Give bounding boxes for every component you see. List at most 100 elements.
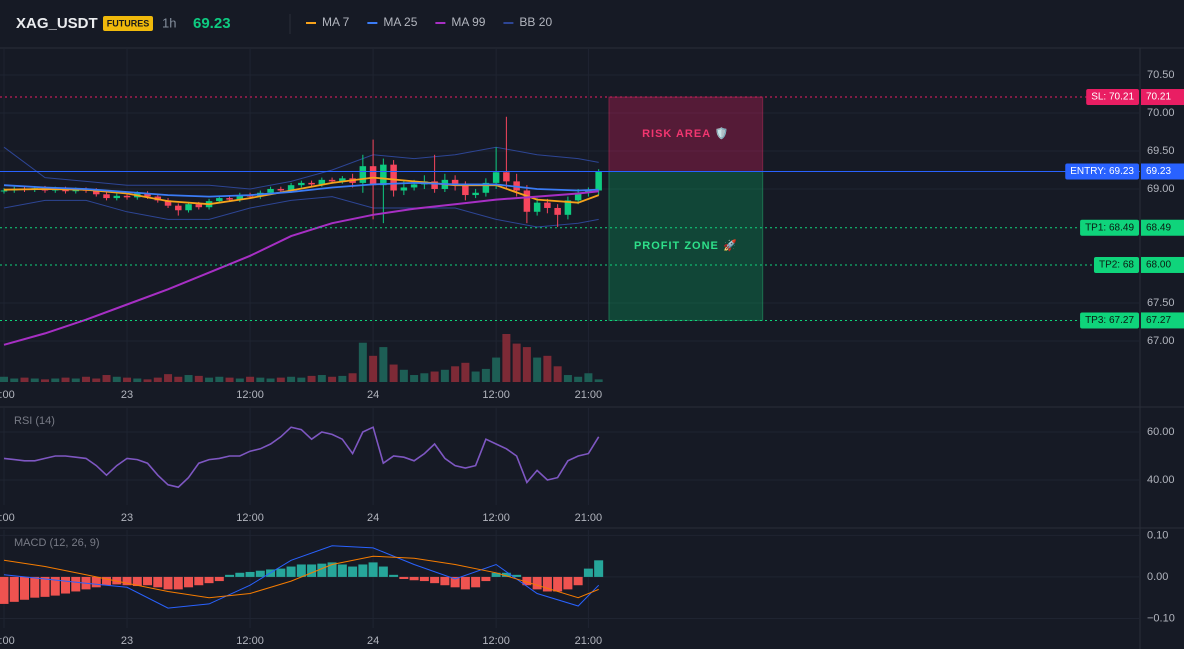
volume-bar xyxy=(348,373,357,382)
symbol: XAG_USDT xyxy=(16,15,98,32)
volume-bar xyxy=(71,378,80,382)
x-tick-label: 12:00 xyxy=(236,512,264,524)
volume-bar xyxy=(297,377,306,382)
macd-bar xyxy=(563,576,573,590)
volume-bar xyxy=(30,378,39,382)
candle-body xyxy=(103,194,110,199)
macd-bar xyxy=(225,574,235,577)
volume-bar xyxy=(430,371,439,382)
candle-body xyxy=(144,193,151,197)
macd-bar xyxy=(235,572,245,577)
candle-body xyxy=(236,195,244,200)
candle-body xyxy=(318,179,326,185)
volume-bar xyxy=(112,376,121,382)
candle-body xyxy=(533,202,541,212)
volume-bar xyxy=(246,376,255,382)
candle-body xyxy=(554,207,561,215)
macd-bar xyxy=(317,563,327,577)
macd-bar xyxy=(440,576,450,586)
volume-bar xyxy=(20,377,29,382)
macd-bar xyxy=(522,576,532,586)
macd-bar xyxy=(491,572,501,577)
macd-bar xyxy=(594,560,604,577)
level-label: ENTRY: 69.23 xyxy=(1070,166,1134,177)
volume-bar xyxy=(317,375,326,382)
volume-bar xyxy=(522,347,531,382)
volume-bar xyxy=(492,357,501,382)
y-tick-label: 0.10 xyxy=(1147,529,1168,541)
macd-bar xyxy=(389,574,399,577)
volume-bar xyxy=(461,362,470,382)
volume-bar xyxy=(451,366,460,382)
volume-bar xyxy=(225,377,234,382)
macd-bar xyxy=(255,570,265,577)
level-label-bg xyxy=(1065,163,1139,180)
volume-bar xyxy=(194,375,203,382)
level-label-bg xyxy=(1093,256,1139,273)
volume-bar xyxy=(328,376,337,382)
volume-bar xyxy=(92,378,101,382)
axis-price-bg xyxy=(1141,256,1184,273)
candle-body xyxy=(123,195,131,198)
zone-label: RISK AREA 🛡️ xyxy=(642,127,729,140)
macd-bar xyxy=(430,576,440,584)
candle-body xyxy=(595,171,602,191)
candle-body xyxy=(298,182,305,186)
volume-bar xyxy=(256,377,265,382)
candle-body xyxy=(267,188,274,193)
macd-bar xyxy=(358,564,368,577)
x-tick-label: 2:00 xyxy=(0,389,15,401)
candle-body xyxy=(328,179,336,182)
macd-line xyxy=(3,555,599,599)
x-tick-label: 21:00 xyxy=(575,635,603,647)
rsi-line xyxy=(3,426,600,489)
macd-bar xyxy=(163,576,173,590)
axis-price-bg xyxy=(1141,163,1184,180)
level-label: TP2: 68 xyxy=(1099,260,1134,271)
volume-bar xyxy=(123,377,132,382)
macd-bar xyxy=(204,576,214,584)
volume-bar xyxy=(102,375,111,382)
macd-bar xyxy=(307,564,317,577)
x-tick-label: 23 xyxy=(121,635,133,647)
volume-bar xyxy=(420,373,429,382)
macd-bar xyxy=(553,576,563,592)
macd-bar xyxy=(583,568,593,577)
y-tick-label: 70.50 xyxy=(1147,69,1175,81)
volume-bar xyxy=(543,355,552,382)
candle-body xyxy=(380,164,387,186)
macd-bar xyxy=(245,571,255,577)
legend-label: MA 7 xyxy=(322,15,350,29)
macd-bar xyxy=(450,576,460,588)
volume-bar xyxy=(10,378,19,382)
level-label-bg xyxy=(1080,219,1139,236)
candle-body xyxy=(185,204,192,211)
volume-bar xyxy=(512,343,521,382)
volume-bar xyxy=(502,334,511,382)
trade-zone xyxy=(608,96,764,172)
x-tick-label: 12:00 xyxy=(482,635,510,647)
axis-price-bg xyxy=(1141,312,1184,329)
candle-body xyxy=(451,179,459,186)
axis-price-label: 68.49 xyxy=(1146,222,1171,233)
volume-bar xyxy=(533,357,542,382)
x-tick-label: 23 xyxy=(121,512,133,524)
macd-bar xyxy=(20,576,30,600)
axis-price-label: 69.23 xyxy=(1146,166,1171,177)
volume-bar xyxy=(143,379,152,382)
macd-bar xyxy=(143,576,153,586)
y-tick-label: 40.00 xyxy=(1147,474,1175,486)
macd-bar xyxy=(153,576,163,588)
volume-bar xyxy=(215,376,224,382)
y-tick-label: 60.00 xyxy=(1147,426,1175,438)
y-tick-label: 69.00 xyxy=(1147,183,1175,195)
badge-bg xyxy=(103,16,153,31)
candle-body xyxy=(308,182,315,185)
x-tick-label: 21:00 xyxy=(575,512,603,524)
zone-label: PROFIT ZONE 🚀 xyxy=(634,239,738,252)
volume-bar xyxy=(399,369,408,382)
bb-upper xyxy=(3,146,599,190)
macd-bar xyxy=(9,576,19,602)
y-tick-label: 67.00 xyxy=(1147,335,1175,347)
x-tick-label: 12:00 xyxy=(236,389,264,401)
